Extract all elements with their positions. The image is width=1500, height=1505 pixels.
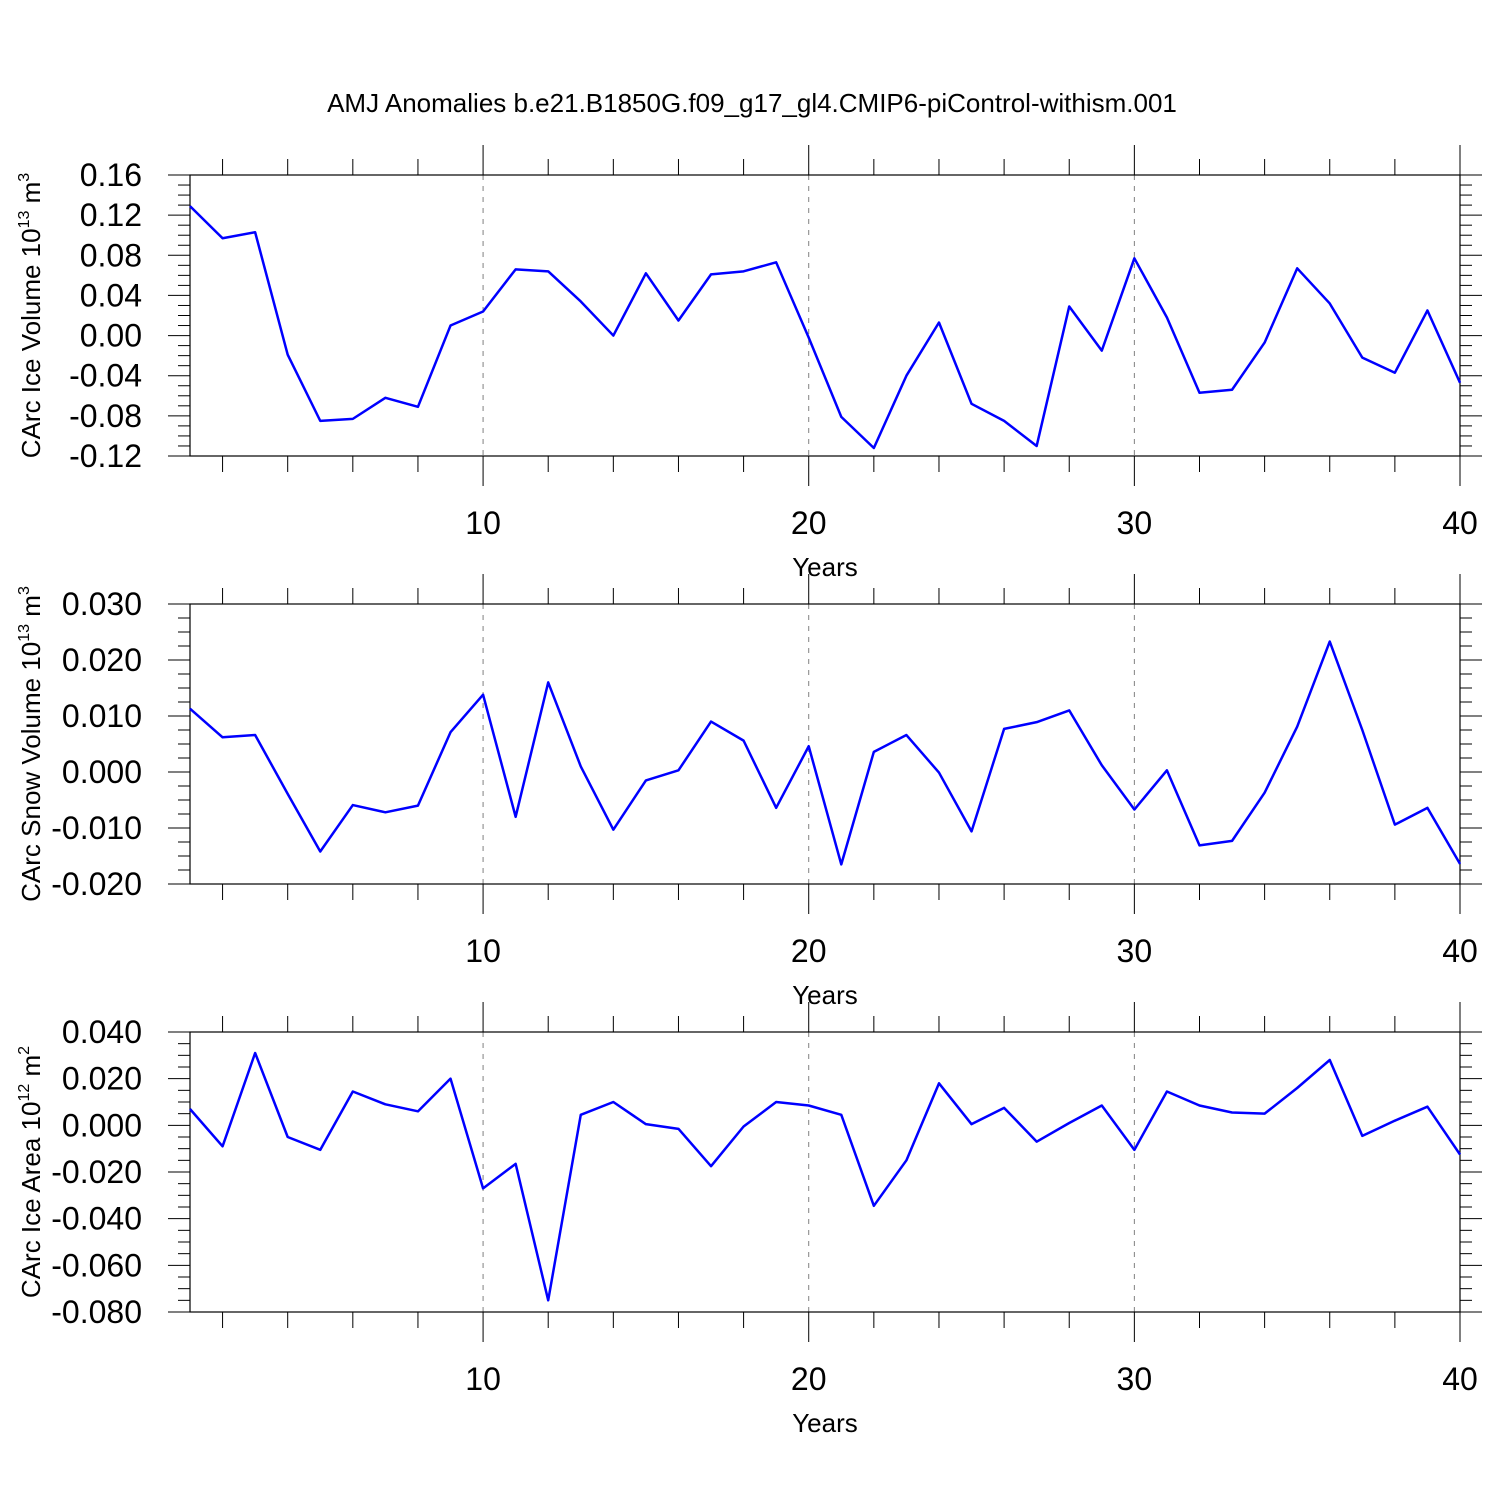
y-tick-label: 0.010 <box>62 698 142 734</box>
y-tick-label: 0.04 <box>80 277 142 313</box>
y-axis-title: CArc Ice Area 1012 m2 <box>16 1046 46 1298</box>
y-tick-label: -0.020 <box>51 1154 142 1190</box>
x-tick-label: 30 <box>1117 1361 1153 1397</box>
y-tick-label: -0.080 <box>51 1294 142 1330</box>
y-tick-label: -0.020 <box>51 866 142 902</box>
x-tick-label: 30 <box>1117 933 1153 969</box>
x-tick-label: 40 <box>1442 933 1478 969</box>
y-tick-label: 0.000 <box>62 754 142 790</box>
y-tick-label: 0.020 <box>62 1061 142 1097</box>
y-tick-label: 0.020 <box>62 642 142 678</box>
x-tick-label: 40 <box>1442 1361 1478 1397</box>
y-tick-label: -0.12 <box>69 438 142 474</box>
chart-title: AMJ Anomalies b.e21.B1850G.f09_g17_gl4.C… <box>327 88 1177 118</box>
x-tick-label: 10 <box>465 1361 501 1397</box>
y-tick-label: 0.030 <box>62 586 142 622</box>
y-tick-label: -0.010 <box>51 810 142 846</box>
x-tick-label: 20 <box>791 933 827 969</box>
y-tick-label: 0.12 <box>80 197 142 233</box>
y-tick-label: -0.060 <box>51 1247 142 1283</box>
y-tick-label: -0.04 <box>69 358 142 394</box>
y-tick-label: 0.00 <box>80 318 142 354</box>
x-axis-title: Years <box>792 1408 858 1438</box>
y-tick-label: -0.08 <box>69 398 142 434</box>
y-tick-label: 0.08 <box>80 237 142 273</box>
x-tick-label: 10 <box>465 933 501 969</box>
x-tick-label: 40 <box>1442 505 1478 541</box>
y-tick-label: 0.040 <box>62 1014 142 1050</box>
x-tick-label: 30 <box>1117 505 1153 541</box>
x-tick-label: 20 <box>791 1361 827 1397</box>
y-tick-label: -0.040 <box>51 1201 142 1237</box>
x-tick-label: 10 <box>465 505 501 541</box>
x-axis-title: Years <box>792 552 858 582</box>
y-tick-label: 0.16 <box>80 157 142 193</box>
x-tick-label: 20 <box>791 505 827 541</box>
y-tick-label: 0.000 <box>62 1107 142 1143</box>
x-axis-title: Years <box>792 980 858 1010</box>
